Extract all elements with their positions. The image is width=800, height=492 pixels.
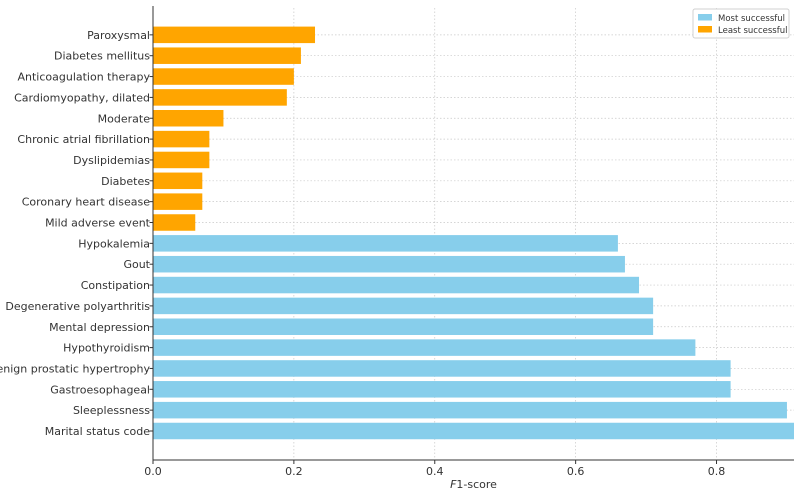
y-tick-label-hypothyroidism: Hypothyroidism xyxy=(63,342,150,355)
y-tick-label-degenerative-polyarthritis: Degenerative polyarthritis xyxy=(5,300,150,313)
x-axis-title-rest: 1-score xyxy=(456,478,497,491)
y-tick-label-paroxysmal: Paroxysmal xyxy=(87,29,150,42)
y-tick-label-chronic-atrial-fibrillation: Chronic atrial fibrillation xyxy=(17,133,150,146)
y-tick-label-anticoagulation-therapy: Anticoagulation therapy xyxy=(17,71,150,84)
y-tick-label-mental-depression: Mental depression xyxy=(49,321,150,334)
bar-hypokalemia xyxy=(153,235,618,252)
y-tick-label-gout: Gout xyxy=(123,258,150,271)
y-tick-labels: Marital status code Sleeplessness Gastroes… xyxy=(0,29,153,438)
bar-sleeplessness xyxy=(153,401,787,419)
y-tick-label-gastroesophageal: Gastroesophageal xyxy=(50,383,150,396)
bar-hypothyroidism xyxy=(153,339,696,356)
legend-swatch-most-successful xyxy=(698,14,712,21)
y-tick-label-dyslipidemias: Dyslipidemias xyxy=(73,154,150,167)
bar-moderate xyxy=(153,110,224,127)
y-tick-label-benign-prostatic-hypertrophy: Benign prostatic hypertrophy xyxy=(0,362,150,375)
bar-coronary-heart-disease xyxy=(153,193,203,210)
y-tick-label-hypokalemia: Hypokalemia xyxy=(78,237,150,250)
bar-paroxysmal xyxy=(153,26,316,44)
bar-gout xyxy=(153,255,625,273)
legend-label-least-successful: Least successful xyxy=(718,26,787,36)
bar-mild-adverse-event xyxy=(153,214,196,231)
y-tick-label-diabetes: Diabetes xyxy=(101,175,150,188)
axes xyxy=(152,6,794,461)
bar-gastroesophageal xyxy=(153,381,731,398)
bar-chronic-atrial-fibrillation xyxy=(153,130,210,148)
bar-anticoagulation-therapy xyxy=(153,68,294,85)
bar-constipation xyxy=(153,276,640,294)
bar-marital-status-code xyxy=(153,422,794,440)
legend-swatch-least-successful xyxy=(698,26,712,33)
legend-label-most-successful: Most successful xyxy=(718,14,785,24)
y-tick-label-constipation: Constipation xyxy=(81,279,150,292)
bar-diabetes xyxy=(153,172,203,190)
x-tick-label: 0.0 xyxy=(144,465,162,478)
y-tick-label-cardiomyopathy-dilated: Cardiomyopathy, dilated xyxy=(14,91,150,104)
x-tick-label: 0.2 xyxy=(285,465,303,478)
bar-mental-depression xyxy=(153,318,654,335)
legend-box xyxy=(692,8,790,39)
bar-benign-prostatic-hypertrophy xyxy=(153,360,731,377)
x-axis-title: F1-score xyxy=(450,478,497,491)
bar-degenerative-polyarthritis xyxy=(153,297,654,315)
bars xyxy=(153,26,794,440)
bar-diabetes-mellitus xyxy=(153,47,301,64)
bar-dyslipidemias xyxy=(153,151,210,169)
y-tick-label-coronary-heart-disease: Coronary heart disease xyxy=(22,196,150,209)
legend: Most successful Least successful xyxy=(692,8,790,39)
y-tick-label-diabetes-mellitus: Diabetes mellitus xyxy=(54,50,150,63)
x-axis-title-italic: F xyxy=(450,478,457,491)
y-tick-label-marital-status-code: Marital status code xyxy=(45,425,150,438)
x-tick-labels: 0.0 0.2 0.4 0.6 0.8 xyxy=(144,460,725,478)
y-tick-label-moderate: Moderate xyxy=(98,112,151,125)
x-tick-label: 0.8 xyxy=(708,465,726,478)
x-tick-label: 0.6 xyxy=(567,465,585,478)
bar-cardiomyopathy-dilated xyxy=(153,89,287,106)
y-tick-label-mild-adverse-event: Mild adverse event xyxy=(45,217,151,230)
y-tick-label-sleeplessness: Sleeplessness xyxy=(73,404,150,417)
x-tick-label: 0.4 xyxy=(426,465,444,478)
